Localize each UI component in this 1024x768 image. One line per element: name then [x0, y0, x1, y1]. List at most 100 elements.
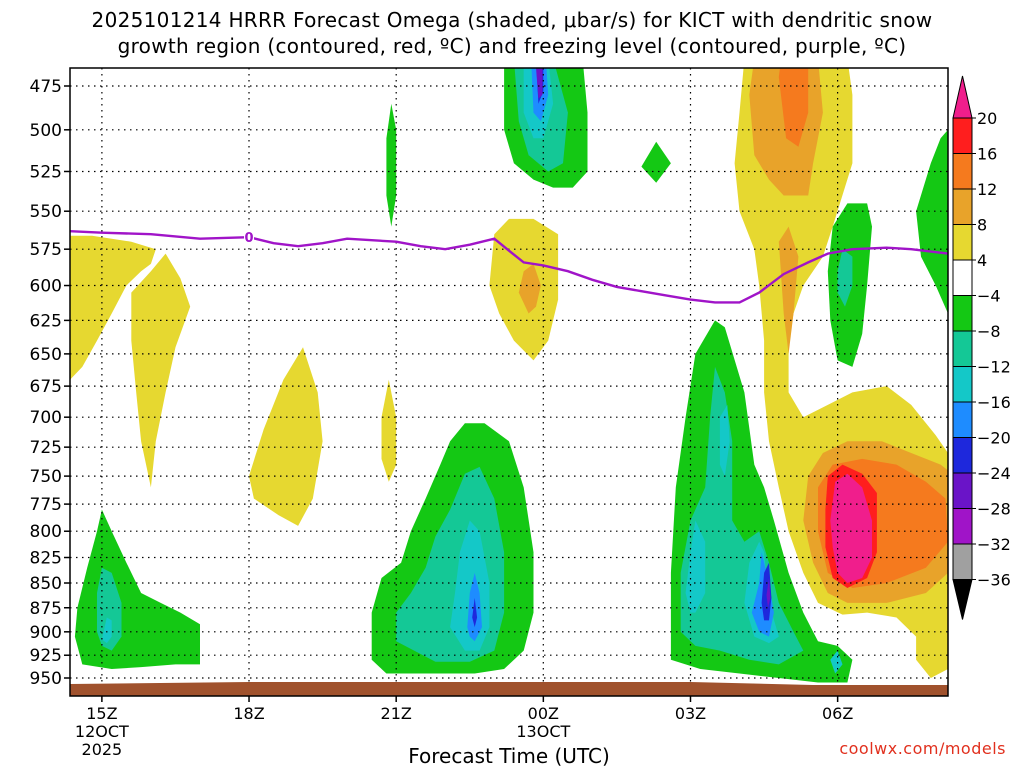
- x-tick-label: 21Z: [381, 704, 412, 723]
- colorbar-label: −12: [977, 358, 1011, 377]
- omega-region-11: [734, 68, 948, 678]
- y-tick-label: 750: [30, 467, 62, 487]
- omega-region-5: [386, 103, 397, 227]
- colorbar-bin: [952, 401, 973, 438]
- colorbar-label: −20: [977, 429, 1011, 448]
- colorbar-bin: [952, 153, 973, 190]
- colorbar-label: 20: [977, 109, 997, 128]
- y-tick-label: 800: [30, 522, 62, 542]
- chart-title-line-1: 2025101214 HRRR Forecast Omega (shaded, …: [91, 8, 933, 32]
- colorbar-bin: [952, 543, 973, 580]
- colorbar-bottom-cap: [952, 579, 973, 620]
- colorbar-label: −24: [977, 464, 1011, 483]
- y-tick-label: 625: [30, 311, 62, 331]
- y-tick-label: 550: [30, 202, 62, 222]
- omega-region-1: [131, 253, 191, 488]
- colorbar-bin: [952, 330, 973, 367]
- freezing-level-line: [70, 230, 948, 304]
- watermark: coolwx.com/models: [839, 739, 1006, 758]
- x-tick-label: 18Z: [233, 704, 264, 723]
- omega-contour--8: [680, 366, 804, 665]
- colorbar-label: −16: [977, 393, 1011, 412]
- y-tick-label: 850: [30, 574, 62, 594]
- y-tick-label: 475: [30, 77, 62, 97]
- omega-region-9: [489, 218, 559, 361]
- x-tick-label: 15Z: [86, 704, 117, 723]
- y-tick-label: 525: [30, 162, 62, 182]
- ground-terrain: [70, 682, 948, 696]
- y-tick-label: 650: [30, 345, 62, 365]
- freezing-level-label-bg: [244, 229, 255, 245]
- colorbar-bin: [952, 188, 973, 225]
- omega-region-8: [641, 141, 671, 183]
- colorbar-bin: [952, 295, 973, 332]
- ground-layer: [70, 682, 948, 696]
- omega-region-6: [371, 423, 534, 674]
- y-tick-label: 875: [30, 599, 62, 619]
- omega-contour--8: [97, 567, 122, 651]
- colorbar-label: 8: [977, 216, 987, 235]
- y-axis: 475 500 525 550 575 600 625 650 675 700 725 750 775 8…: [30, 77, 70, 689]
- colorbar-bin: [952, 472, 973, 509]
- omega-contour--12: [830, 650, 843, 674]
- freezing-level-label: 0: [245, 231, 254, 246]
- omega-contour-20: [830, 473, 872, 583]
- omega-region-4: [381, 379, 397, 482]
- omega-contour--4: [916, 129, 948, 314]
- colorbar-bin: [952, 366, 973, 403]
- omega-contour--24: [766, 578, 771, 608]
- colorbar-label: −8: [977, 322, 1001, 341]
- omega-contour--4: [641, 141, 671, 183]
- y-tick-label: 950: [30, 669, 62, 689]
- y-tick-label: 925: [30, 646, 62, 666]
- omega-region-12: [827, 203, 872, 367]
- plot-frame: [69, 67, 949, 697]
- x-tick-date: 13OCT: [516, 722, 570, 741]
- chart-title-line-2: growth region (contoured, red, ºC) and f…: [117, 34, 907, 58]
- grid-lines: [70, 68, 948, 696]
- colorbar-top-cap: [952, 75, 973, 119]
- colorbar-label: 16: [977, 145, 997, 164]
- omega-contour--12: [101, 617, 112, 644]
- omega-contour--8: [837, 249, 853, 307]
- x-tick-label: 03Z: [675, 704, 706, 723]
- omega-contour--12: [719, 404, 730, 477]
- omega-region-13: [916, 129, 948, 314]
- y-tick-label: 825: [30, 549, 62, 569]
- omega-contour-12: [778, 68, 809, 147]
- omega-region-0: [70, 235, 156, 380]
- freezing-level-layer: 0: [70, 229, 948, 304]
- omega-contour--12: [685, 520, 706, 613]
- x-tick-label: 06Z: [822, 704, 853, 723]
- colorbar-label: −36: [977, 571, 1011, 590]
- x-axis-label: Forecast Time (UTC): [408, 744, 610, 768]
- y-tick-label: 775: [30, 495, 62, 515]
- y-tick-label: 600: [30, 277, 62, 297]
- omega-region-10: [670, 320, 853, 683]
- x-tick-year: 2025: [82, 740, 123, 759]
- x-tick-label: 00Z: [528, 704, 559, 723]
- omega-region-2: [74, 509, 200, 669]
- colorbar-label: 4: [977, 251, 987, 270]
- omega-contour-8: [518, 263, 541, 314]
- colorbar-bin: [952, 437, 973, 474]
- omega-region-7: [504, 68, 588, 188]
- omega-contour-4: [381, 379, 397, 482]
- omega-region-3: [249, 347, 323, 526]
- y-tick-label: 575: [30, 240, 62, 260]
- omega-contour--20: [761, 562, 772, 621]
- colorbar-bin: [952, 117, 973, 154]
- y-tick-label: 725: [30, 438, 62, 458]
- colorbar-label: −28: [977, 500, 1011, 519]
- colorbar-bin: [952, 259, 973, 296]
- y-tick-label: 675: [30, 377, 62, 397]
- y-tick-label: 900: [30, 623, 62, 643]
- colorbar-label: 12: [977, 180, 997, 199]
- omega-contour--20: [472, 597, 478, 628]
- y-tick-label: 700: [30, 408, 62, 428]
- omega-contour-4: [249, 347, 323, 526]
- x-tick-date: 12OCT: [75, 722, 129, 741]
- omega-shading-layer: [70, 68, 948, 683]
